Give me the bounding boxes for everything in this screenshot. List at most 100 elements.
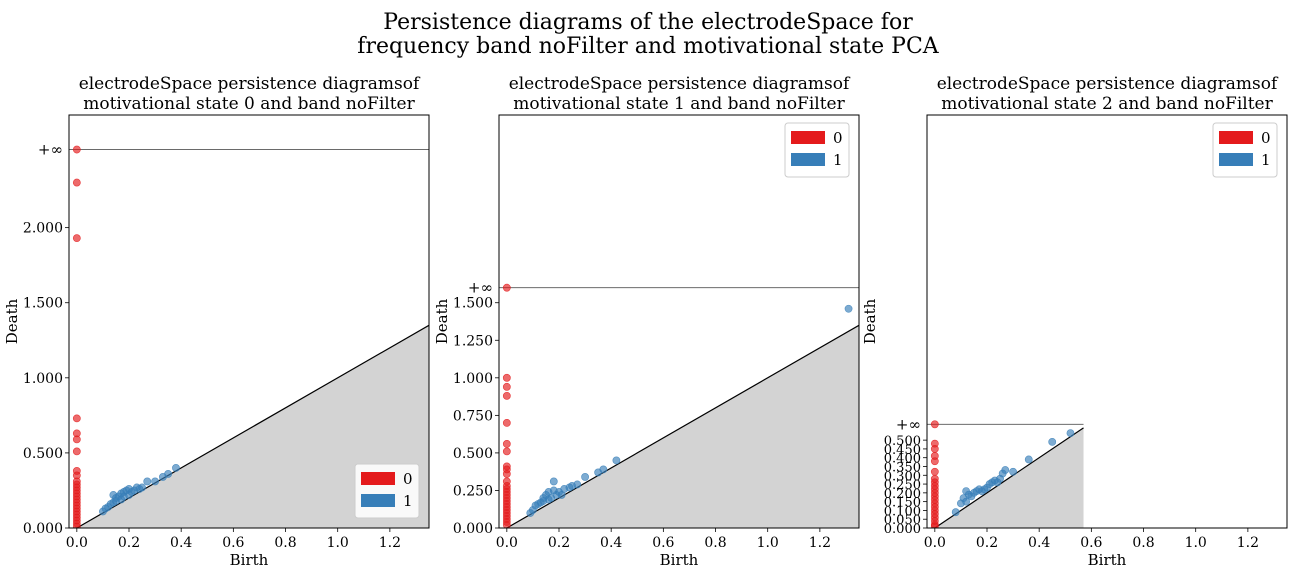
y-tick-label: 2.000 — [23, 221, 63, 237]
x-tick-label: 0.4 — [1028, 535, 1050, 551]
point-dim-1 — [1009, 467, 1017, 476]
point-dim-1 — [172, 464, 180, 472]
x-axis-label: Birth — [660, 551, 699, 569]
point-dim-1 — [573, 480, 582, 489]
x-tick-label: 0.6 — [1080, 535, 1102, 551]
y-tick-label: 0.450 — [884, 443, 921, 458]
legend-label-1: 1 — [403, 492, 413, 510]
y-tick-label: 0.000 — [23, 521, 63, 537]
point-dim-0 — [930, 420, 939, 429]
point-dim-0 — [502, 447, 511, 456]
point-dim-0 — [72, 435, 81, 444]
axes-frame — [926, 114, 1288, 529]
y-tick-label: 0.150 — [884, 496, 921, 511]
axes-frame — [68, 114, 430, 529]
infinity-label: +∞ — [896, 415, 921, 433]
point-dim-1 — [1048, 437, 1057, 446]
legend-label-1: 1 — [1261, 151, 1271, 169]
y-tick-label: 1.250 — [453, 333, 493, 349]
x-tick-label: 1.0 — [327, 535, 349, 551]
y-tick-label: 0.000 — [453, 521, 493, 537]
point-dim-1 — [164, 470, 173, 478]
y-tick-label: 1.500 — [23, 296, 63, 312]
y-tick-label: 0.350 — [884, 460, 921, 475]
figure-title-line2: frequency band noFilter and motivational… — [357, 34, 939, 59]
legend-swatch-1 — [1219, 153, 1253, 166]
y-axis-label: Death — [861, 298, 879, 344]
legend-label-0: 0 — [403, 470, 413, 488]
point-dim-1 — [1066, 429, 1075, 437]
x-tick-label: 1.0 — [757, 535, 779, 551]
point-dim-1 — [151, 477, 159, 486]
figure-title-line1: Persistence diagrams of the electrodeSpa… — [383, 10, 913, 35]
point-dim-0 — [502, 373, 511, 382]
point-dim-0 — [502, 521, 511, 528]
diagonal-line — [506, 324, 859, 528]
point-dim-0 — [72, 414, 81, 423]
point-dim-0 — [72, 234, 81, 243]
point-dim-0 — [502, 439, 511, 448]
point-dim-1 — [1024, 455, 1033, 464]
y-tick-label: 0.500 — [884, 434, 921, 449]
y-tick-label: 0.200 — [884, 487, 921, 502]
point-dim-1 — [962, 497, 971, 506]
legend-swatch-1 — [791, 153, 825, 166]
persistence-diagram-state-2: 0.0 0.2 0.4 0.6 0.8 1.0 1.2 0.0000.0500.1000.15… — [861, 74, 1288, 569]
point-dim-0 — [502, 418, 511, 427]
point-dim-0 — [72, 522, 81, 528]
legend-swatch-0 — [361, 472, 395, 485]
y-tick-label: 0.500 — [23, 446, 63, 462]
y-tick-label: 0.000 — [884, 522, 921, 537]
point-dim-1 — [951, 508, 960, 517]
x-tick-label: 1.2 — [1237, 535, 1259, 551]
panel-title-line1: electrodeSpace persistence diagramsof — [937, 74, 1279, 94]
x-tick-label: 0.2 — [976, 535, 998, 551]
point-dim-0 — [502, 470, 511, 478]
legend-label-0: 0 — [1261, 129, 1271, 147]
y-tick-label: 1.500 — [453, 296, 493, 312]
x-tick-label: 0.0 — [496, 535, 518, 551]
y-axis-label: Death — [3, 298, 21, 344]
x-tick-label: 0.0 — [66, 535, 88, 551]
point-dim-1 — [143, 477, 152, 486]
legend-swatch-0 — [791, 131, 825, 144]
point-dim-0 — [502, 283, 511, 292]
legend: 01 — [354, 463, 420, 519]
x-tick-label: 0.6 — [652, 535, 674, 551]
infinity-label: +∞ — [468, 279, 493, 297]
point-dim-0 — [930, 467, 939, 476]
legend: 01 — [784, 122, 850, 178]
y-tick-label: 0.050 — [884, 513, 921, 528]
point-dim-0 — [930, 457, 939, 466]
legend-label-1: 1 — [833, 151, 843, 169]
point-dim-0 — [502, 382, 511, 391]
x-tick-label: 0.8 — [704, 535, 726, 551]
panel-title-line2: motivational state 2 and band noFilter — [941, 94, 1273, 114]
y-tick-label: 0.300 — [884, 469, 921, 484]
point-dim-0 — [502, 391, 511, 400]
x-tick-label: 1.2 — [809, 535, 831, 551]
diagonal-line — [76, 324, 429, 528]
panel-title-line1: electrodeSpace persistence diagramsof — [79, 74, 421, 94]
diagonal-line — [934, 427, 1084, 528]
y-tick-label: 0.100 — [884, 504, 921, 519]
x-tick-label: 0.2 — [118, 535, 140, 551]
y-tick-label: 1.000 — [23, 371, 63, 387]
point-dim-0 — [72, 145, 81, 154]
y-tick-label: 0.400 — [884, 452, 921, 467]
persistence-diagram-state-1: 0.0 0.2 0.4 0.6 0.8 1.0 1.2 0.000 0.250 0.500 0.75… — [433, 74, 860, 569]
x-tick-label: 0.2 — [548, 535, 570, 551]
point-dim-1 — [612, 456, 621, 465]
panel-title-line2: motivational state 1 and band noFilter — [513, 94, 845, 114]
point-dim-1 — [1001, 466, 1010, 474]
x-tick-label: 0.4 — [170, 535, 192, 551]
point-dim-1 — [581, 473, 589, 481]
x-tick-label: 0.4 — [600, 535, 622, 551]
y-axis-label: Death — [433, 298, 451, 344]
y-tick-label: 1.000 — [453, 371, 493, 387]
axes-frame — [498, 114, 860, 529]
point-dim-1 — [844, 304, 853, 313]
panel-title-line1: electrodeSpace persistence diagramsof — [509, 74, 851, 94]
x-tick-label: 0.8 — [1132, 535, 1154, 551]
